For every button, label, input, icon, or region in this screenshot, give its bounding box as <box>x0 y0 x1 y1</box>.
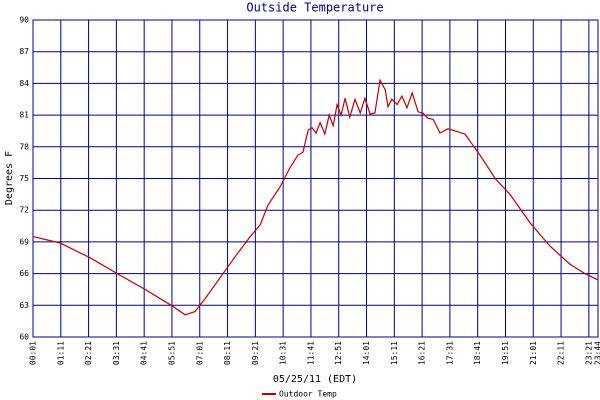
x-tick-label: 08:11 <box>223 341 232 365</box>
y-tick-label: 84 <box>19 79 29 88</box>
x-tick-label: 10:31 <box>279 341 288 365</box>
x-tick-label: 17:31 <box>445 341 454 365</box>
y-tick-label: 78 <box>19 142 29 151</box>
y-tick-label: 63 <box>19 301 29 310</box>
y-tick-label: 81 <box>19 111 29 120</box>
x-tick-label: 04:41 <box>140 341 149 365</box>
y-tick-label: 87 <box>19 47 29 56</box>
x-tick-label: 11:41 <box>306 341 315 365</box>
x-tick-label: 16:21 <box>418 341 427 365</box>
x-tick-label: 21:01 <box>529 341 538 365</box>
y-tick-label: 69 <box>19 237 29 246</box>
x-tick-label: 05:51 <box>167 341 176 365</box>
x-tick-label: 14:01 <box>362 341 371 365</box>
y-tick-label: 90 <box>19 16 29 25</box>
y-tick-label: 66 <box>19 269 29 278</box>
x-tick-label: 02:21 <box>84 341 93 365</box>
line <box>32 78 599 316</box>
x-tick-label: 15:11 <box>390 341 399 365</box>
x-tick-label: 19:51 <box>501 341 510 365</box>
x-tick-label: 03:31 <box>112 341 121 365</box>
chart-title: Outside Temperature <box>246 1 383 15</box>
y-axis-title: Degrees F <box>4 151 15 205</box>
plot-frame <box>32 19 599 338</box>
y-tick-label: 75 <box>19 174 29 183</box>
x-axis-title: 05/25/11 (EDT) <box>273 374 357 385</box>
x-tick-label: 18:41 <box>473 341 482 365</box>
x-tick-label: 23:21 <box>584 341 593 365</box>
x-tick-label: 22:11 <box>557 341 566 365</box>
legend-label: Outdoor Temp <box>279 390 337 399</box>
x-tick-label: 00:01 <box>29 341 38 365</box>
x-tick-label: 01:11 <box>56 341 65 365</box>
x-tick-label: 23:44 <box>594 341 600 365</box>
y-tick-label: 60 <box>19 333 29 342</box>
x-tick-label: 07:01 <box>195 341 204 365</box>
y-tick-label: 72 <box>19 206 29 215</box>
x-tick-label: 12:51 <box>334 341 343 365</box>
x-tick-label: 09:21 <box>251 341 260 365</box>
